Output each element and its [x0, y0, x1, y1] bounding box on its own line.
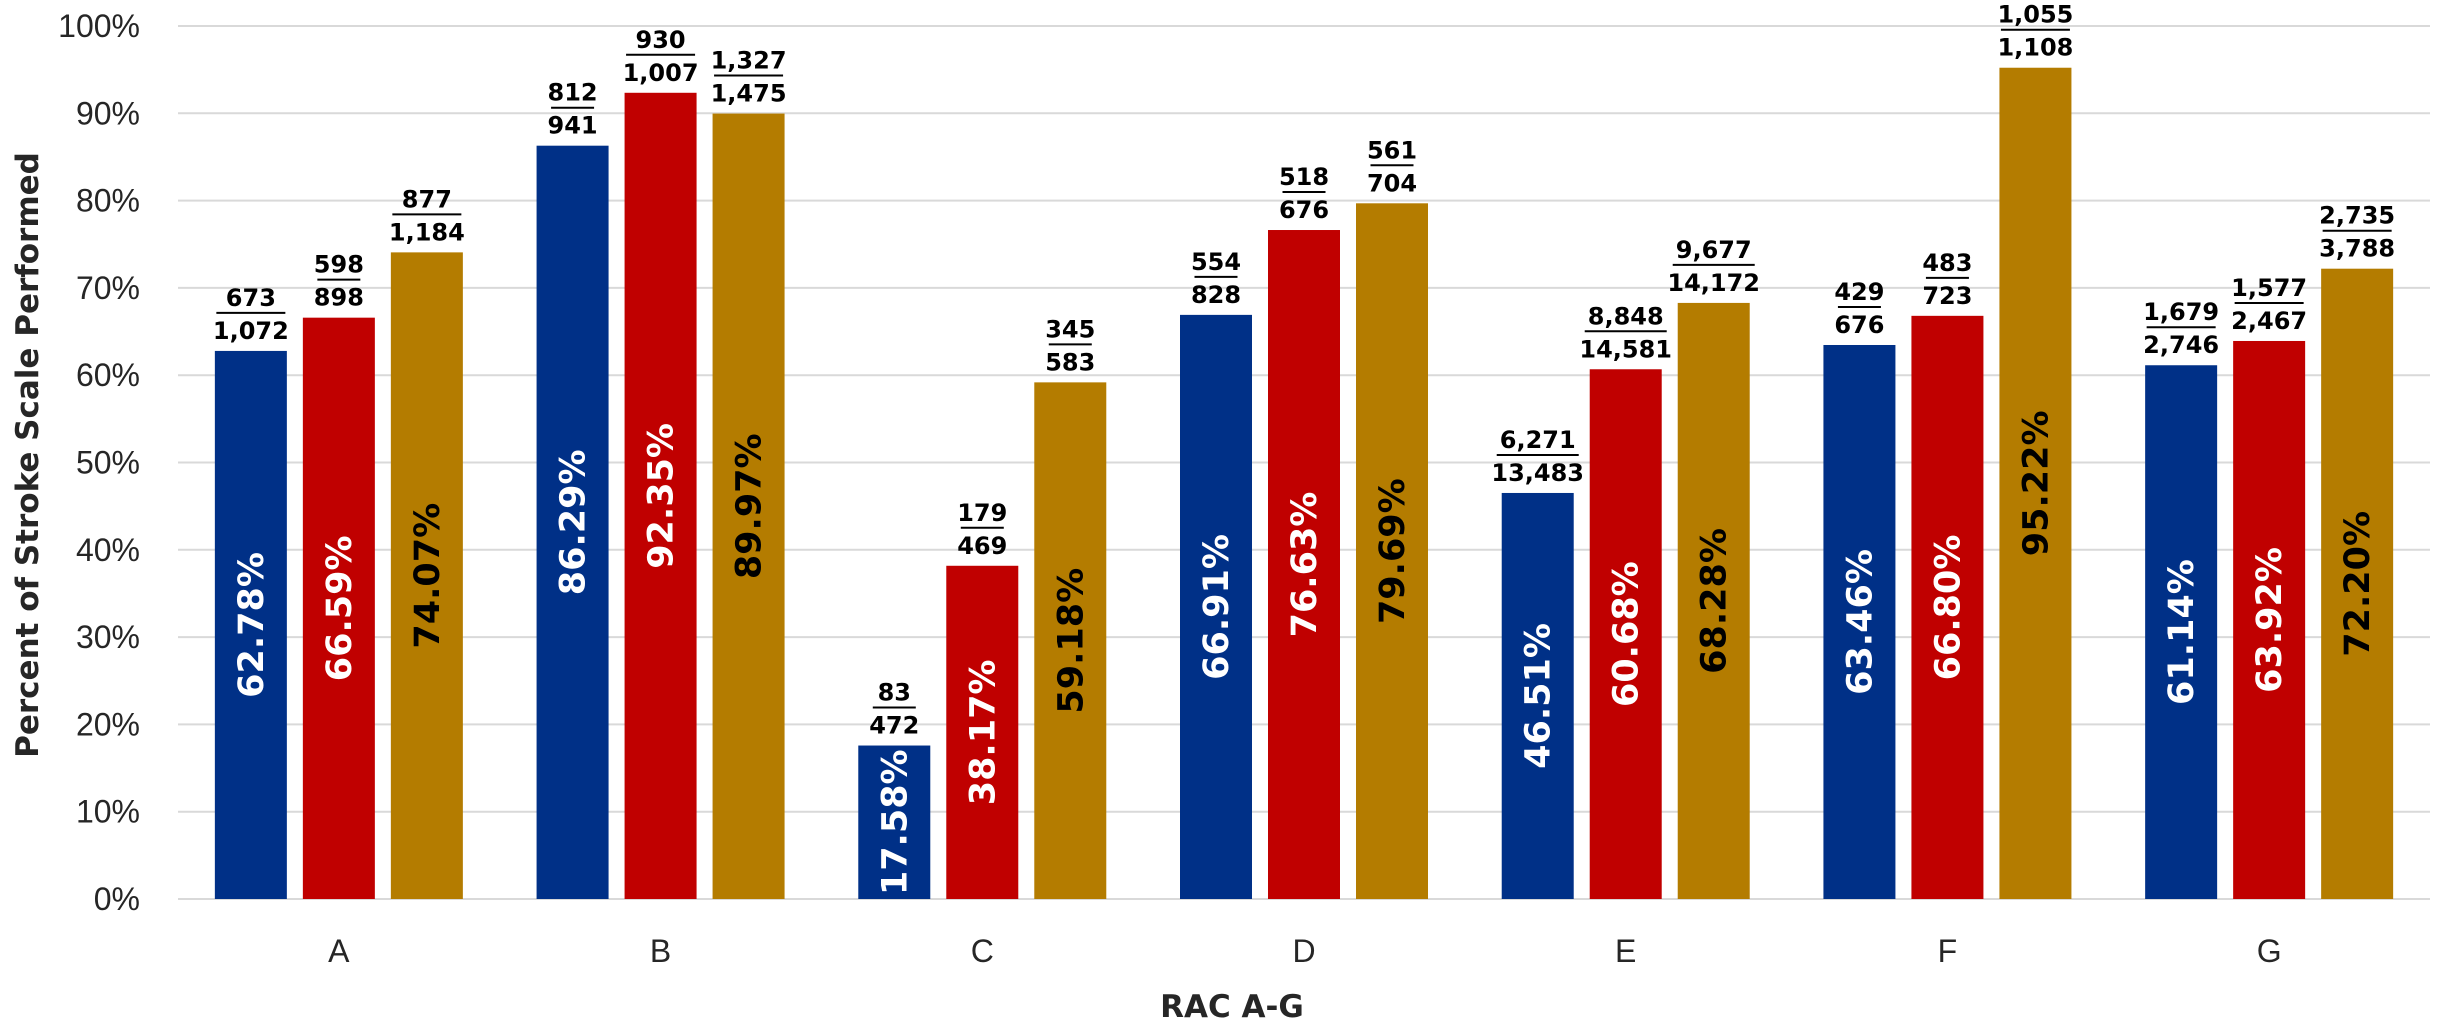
bar-percent-label: 59.18%	[1051, 568, 1091, 714]
fraction-numerator: 9,677	[1676, 236, 1752, 264]
x-category-label: G	[2257, 933, 2282, 969]
bar-percent-label: 46.51%	[1519, 623, 1559, 769]
bar-percent-label: 38.17%	[963, 659, 1003, 805]
y-tick-label: 50%	[76, 445, 140, 481]
fraction-denominator: 704	[1367, 169, 1417, 197]
x-category-label: B	[650, 933, 671, 969]
fraction-numerator: 483	[1922, 249, 1972, 277]
x-category-label: C	[971, 933, 994, 969]
bar-percent-label: 76.63%	[1285, 492, 1325, 638]
fraction-numerator: 83	[878, 679, 911, 707]
fraction-denominator: 14,581	[1579, 335, 1672, 363]
fraction-numerator: 877	[402, 185, 452, 213]
fraction-denominator: 14,172	[1667, 269, 1760, 297]
y-tick-label: 80%	[76, 183, 140, 219]
fraction-denominator: 676	[1279, 196, 1329, 224]
y-tick-label: 90%	[76, 95, 140, 131]
fraction-denominator: 1,475	[711, 80, 787, 108]
bars: 62.78% 673 1,072 66.59% 598 898 74.07% 877 1,184…	[213, 1, 2395, 899]
fraction-denominator: 583	[1045, 348, 1095, 376]
fraction-numerator: 8,848	[1588, 302, 1664, 330]
fraction-denominator: 1,184	[389, 218, 465, 246]
x-category-label: D	[1292, 933, 1315, 969]
fraction-denominator: 676	[1834, 311, 1884, 339]
fraction-denominator: 2,746	[2143, 331, 2219, 359]
fraction-numerator: 561	[1367, 136, 1417, 164]
fraction-numerator: 6,271	[1500, 426, 1576, 454]
y-tick-label: 20%	[76, 706, 140, 742]
fraction-numerator: 2,735	[2319, 202, 2395, 230]
fraction-numerator: 1,577	[2231, 274, 2307, 302]
bar-percent-label: 60.68%	[1607, 561, 1647, 707]
bar-percent-label: 66.80%	[1928, 535, 1968, 681]
bar-percent-label: 61.14%	[2162, 559, 2202, 705]
fraction-numerator: 518	[1279, 163, 1329, 191]
y-tick-label: 30%	[76, 619, 140, 655]
fraction-denominator: 1,007	[623, 59, 699, 87]
fraction-denominator: 723	[1922, 282, 1972, 310]
fraction-numerator: 673	[226, 284, 276, 312]
fraction-numerator: 345	[1045, 315, 1095, 343]
bar-percent-label: 66.91%	[1197, 534, 1237, 680]
fraction-denominator: 1,108	[1997, 34, 2073, 62]
x-category-label: A	[328, 933, 350, 969]
x-category-label: E	[1615, 933, 1636, 969]
bar-percent-label: 86.29%	[554, 449, 594, 595]
bar-percent-label: 72.20%	[2338, 511, 2378, 657]
fraction-numerator: 179	[957, 499, 1007, 527]
fraction-denominator: 3,788	[2319, 235, 2395, 263]
bar-percent-label: 89.97%	[730, 433, 770, 579]
y-tick-label: 70%	[76, 270, 140, 306]
y-tick-label: 10%	[76, 794, 140, 830]
y-tick-label: 100%	[58, 8, 140, 44]
bar-percent-label: 66.59%	[320, 535, 360, 681]
fraction-denominator: 472	[869, 712, 919, 740]
bar-percent-label: 63.46%	[1840, 549, 1880, 695]
fraction-numerator: 930	[636, 26, 686, 54]
y-tick-label: 60%	[76, 357, 140, 393]
fraction-numerator: 1,679	[2143, 298, 2219, 326]
fraction-denominator: 2,467	[2231, 307, 2307, 335]
fraction-denominator: 1,072	[213, 317, 289, 345]
x-axis-categories: A B C D E F G	[328, 933, 2281, 969]
bar-percent-label: 62.78%	[232, 552, 272, 698]
bar-percent-label: 92.35%	[642, 423, 682, 569]
bar-percent-label: 74.07%	[408, 503, 448, 649]
fraction-denominator: 13,483	[1491, 459, 1584, 487]
bar-percent-label: 68.28%	[1695, 528, 1735, 674]
fraction-numerator: 429	[1834, 278, 1884, 306]
y-tick-label: 40%	[76, 532, 140, 568]
fraction-numerator: 1,055	[1997, 1, 2073, 29]
fraction-denominator: 898	[314, 284, 364, 312]
x-category-label: F	[1938, 933, 1958, 969]
fraction-numerator: 812	[548, 79, 598, 107]
fraction-denominator: 941	[548, 112, 598, 140]
y-axis-title: Percent of Stroke Scale Performed	[10, 152, 46, 758]
fraction-numerator: 598	[314, 251, 364, 279]
y-tick-label: 0%	[94, 881, 140, 917]
fraction-denominator: 469	[957, 532, 1007, 560]
bar-percent-label: 17.58%	[875, 749, 915, 895]
fraction-denominator: 828	[1191, 281, 1241, 309]
x-axis-title: RAC A-G	[1160, 989, 1304, 1025]
fraction-numerator: 1,327	[711, 47, 787, 75]
fraction-numerator: 554	[1191, 248, 1241, 276]
bar-percent-label: 79.69%	[1373, 478, 1413, 624]
bar-percent-label: 95.22%	[2016, 410, 2056, 556]
bar-percent-label: 63.92%	[2250, 547, 2290, 693]
y-axis-ticks: 0% 10% 20% 30% 40% 50% 60% 70% 80% 90% 100%	[58, 8, 140, 917]
